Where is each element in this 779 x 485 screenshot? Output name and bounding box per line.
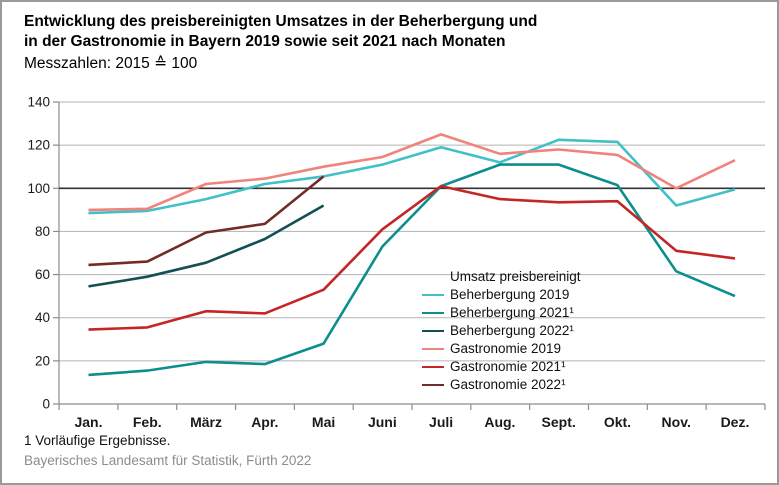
- chart-subtitle: Messzahlen: 2015 ≙ 100: [24, 55, 198, 72]
- line-gastronomie-2019: [88, 133, 736, 212]
- line-beherbergung-2021: [88, 163, 736, 377]
- x-axis-label-Jan: Jan.: [74, 414, 102, 430]
- legend-line-swatch: [422, 365, 444, 369]
- line-gastronomie-2022: [88, 175, 325, 267]
- y-axis-label-20: 20: [35, 353, 50, 368]
- legend-label: Gastronomie 2019: [450, 341, 562, 356]
- y-axis-label-0: 0: [42, 397, 50, 412]
- legend-label: Gastronomie 2021¹: [450, 359, 566, 374]
- chart-legend: Umsatz preisbereinigt Beherbergung 2019 B…: [422, 268, 581, 394]
- y-axis-label-80: 80: [35, 224, 50, 239]
- chart-title-line2: in der Gastronomie in Bayern 2019 sowie …: [24, 33, 506, 50]
- legend-label: Gastronomie 2022¹: [450, 377, 566, 392]
- legend-line-swatch: [422, 293, 444, 297]
- legend-label: Beherbergung 2022¹: [450, 323, 574, 338]
- legend-line-swatch: [422, 347, 444, 351]
- legend-item-3: Beherbergung 2022¹: [422, 322, 581, 340]
- y-axis-label-120: 120: [27, 138, 50, 153]
- legend-label: Beherbergung 2021¹: [450, 305, 574, 320]
- legend-item-6: Gastronomie 2022¹: [422, 376, 581, 394]
- x-axis-label-Juni: Juni: [368, 414, 397, 430]
- legend-item-1: Beherbergung 2019: [422, 286, 581, 304]
- legend-item-5: Gastronomie 2021¹: [422, 358, 581, 376]
- x-axis-label-Okt: Okt.: [604, 414, 631, 430]
- legend-line-swatch: [422, 311, 444, 315]
- footnote: 1 Vorläufige Ergebnisse.: [24, 433, 171, 448]
- x-axis-label-Dez: Dez.: [721, 414, 750, 430]
- legend-label: Beherbergung 2019: [450, 287, 570, 302]
- x-axis-label-März: März: [190, 414, 222, 430]
- x-axis-label-Sept: Sept.: [542, 414, 576, 430]
- chart-title: Entwicklung des preisbereinigten Umsatze…: [24, 12, 537, 52]
- x-axis-label-Mai: Mai: [312, 414, 335, 430]
- y-axis-label-100: 100: [27, 181, 50, 196]
- legend-item-2: Beherbergung 2021¹: [422, 304, 581, 322]
- line-beherbergung-2022: [88, 204, 325, 288]
- line-gastronomie-2021: [88, 184, 736, 331]
- x-axis-label-Juli: Juli: [429, 414, 453, 430]
- source-attribution: Bayerisches Landesamt für Statistik, Für…: [24, 453, 312, 468]
- y-axis-label-140: 140: [27, 95, 50, 110]
- chart-title-line1: Entwicklung des preisbereinigten Umsatze…: [24, 13, 538, 30]
- legend-line-swatch: [422, 383, 444, 387]
- y-axis-label-60: 60: [35, 267, 50, 282]
- x-axis-label-Aug: Aug.: [484, 414, 515, 430]
- x-axis-label-Nov: Nov.: [662, 414, 691, 430]
- line-beherbergung-2019: [88, 138, 736, 215]
- legend-line-swatch: [422, 329, 444, 333]
- x-axis-label-Apr: Apr.: [251, 414, 278, 430]
- x-axis-label-Feb: Feb.: [133, 414, 162, 430]
- legend-title: Umsatz preisbereinigt: [450, 269, 581, 284]
- legend-item-4: Gastronomie 2019: [422, 340, 581, 358]
- y-axis-label-40: 40: [35, 310, 50, 325]
